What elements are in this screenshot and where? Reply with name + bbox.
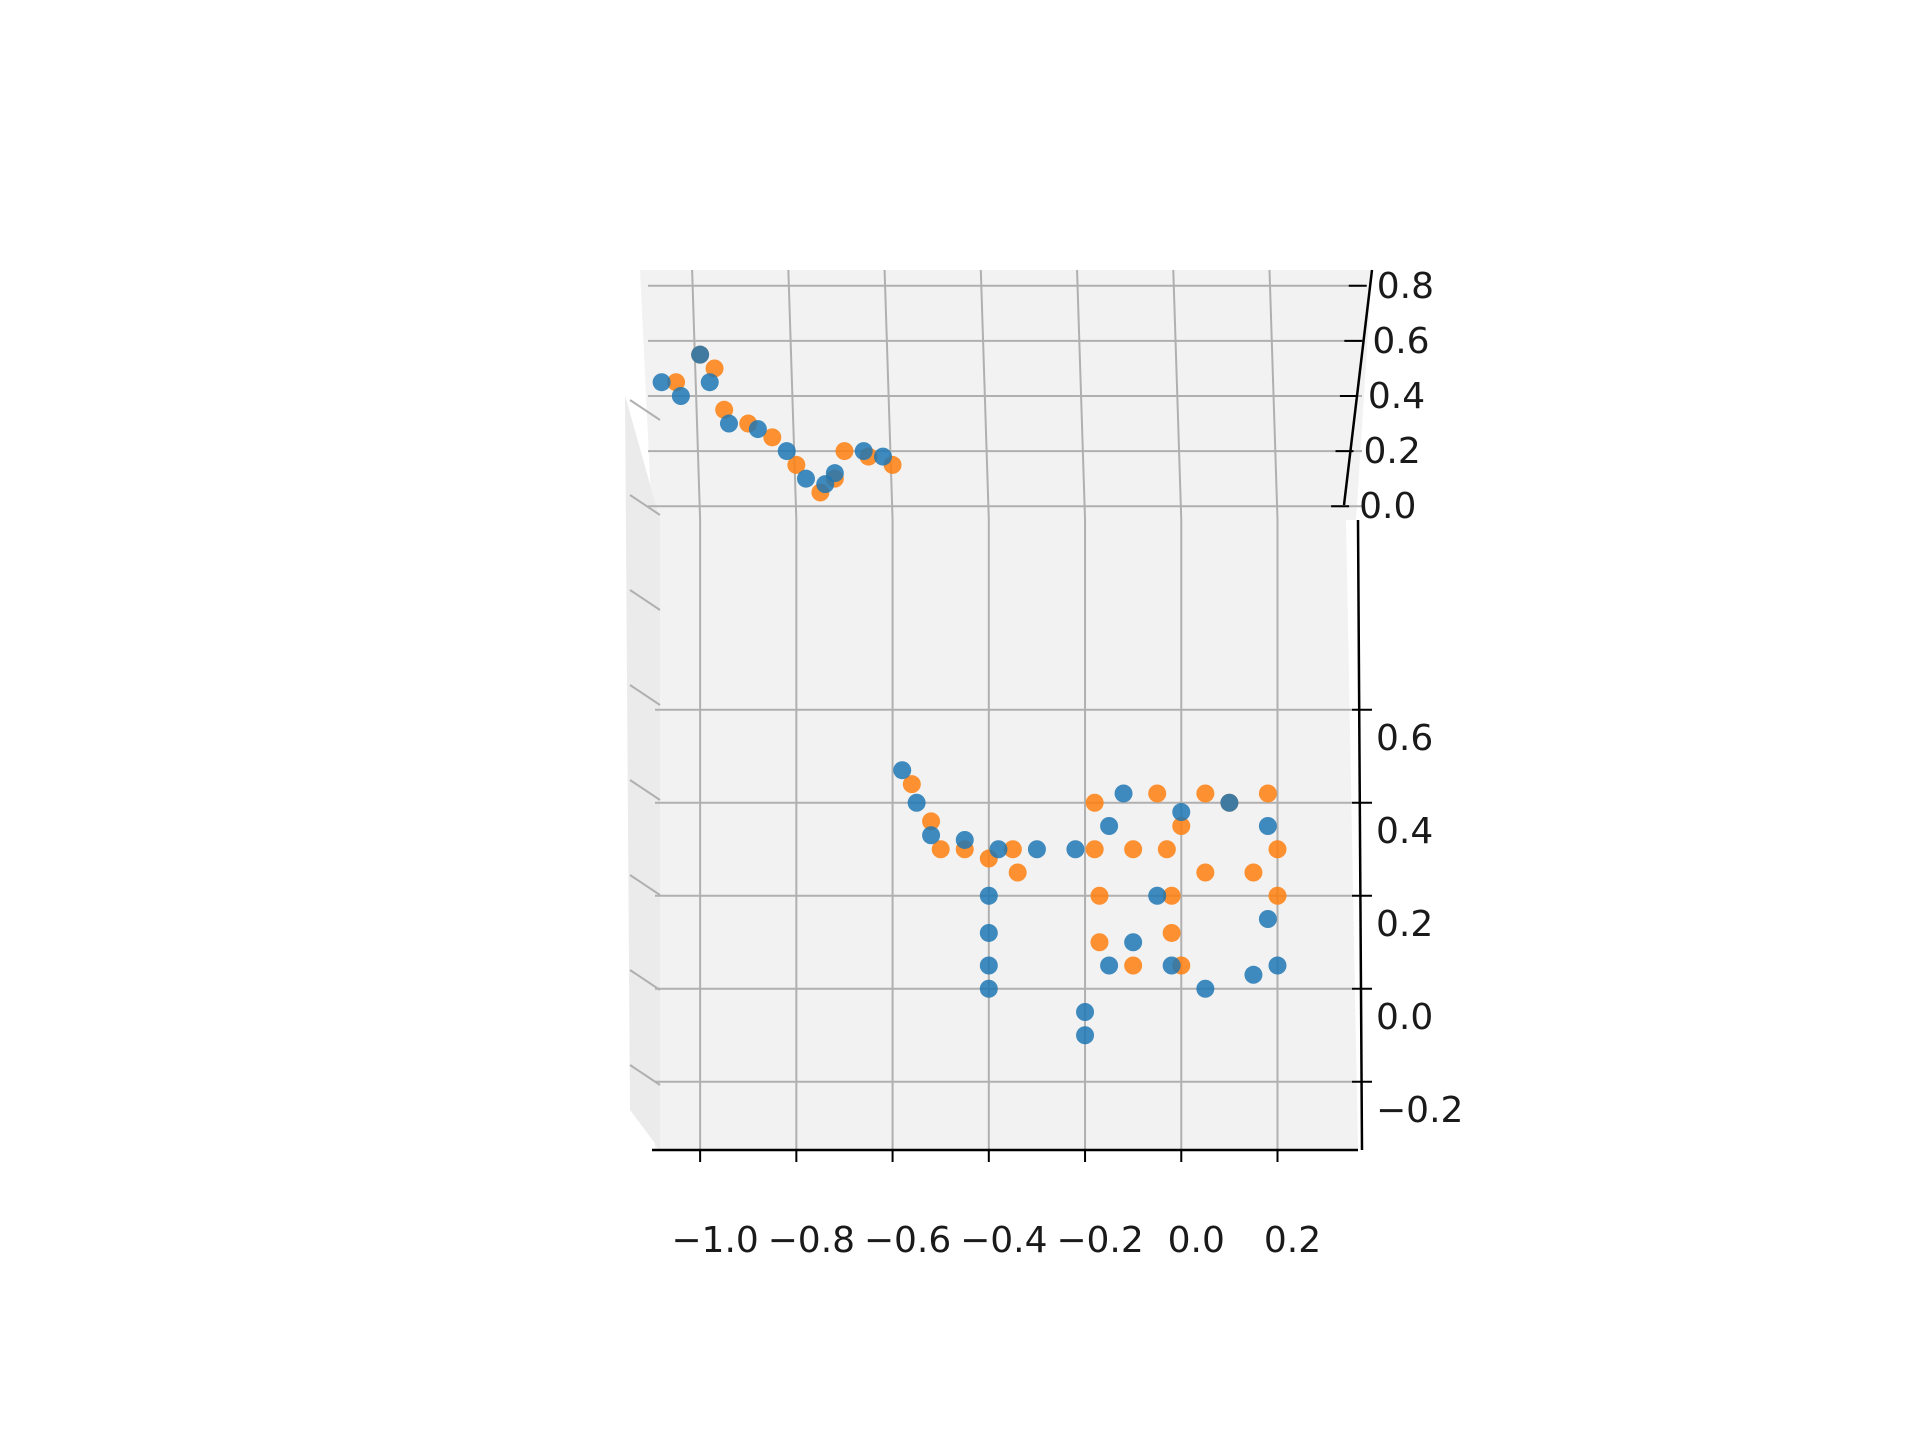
point-series-b bbox=[1076, 1003, 1095, 1021]
point-series-a bbox=[1162, 886, 1181, 905]
point-series-b bbox=[979, 979, 998, 998]
point-series-a bbox=[835, 442, 854, 461]
point-series-a bbox=[1008, 863, 1027, 882]
point-series-b bbox=[1268, 956, 1287, 975]
side-grid-line bbox=[629, 1064, 661, 1086]
y-tick-label: 0.6 bbox=[1372, 321, 1429, 362]
x-tick-label: −0.8 bbox=[768, 1220, 855, 1261]
side-grid-line bbox=[629, 874, 661, 896]
chart-axes bbox=[652, 269, 1374, 1162]
side-grid-line bbox=[629, 684, 661, 706]
x-tick-label: −0.6 bbox=[864, 1220, 951, 1261]
point-series-b bbox=[719, 414, 738, 433]
side-grid-line bbox=[629, 399, 661, 421]
point-series-b bbox=[873, 447, 892, 466]
point-series-a bbox=[931, 840, 950, 859]
point-series-a bbox=[1090, 933, 1109, 952]
point-series-a bbox=[1268, 886, 1287, 905]
side-grid-line bbox=[629, 969, 661, 991]
point-series-b bbox=[691, 345, 710, 364]
point-series-b bbox=[1162, 956, 1181, 975]
point-series-b bbox=[854, 442, 873, 461]
point-series-b bbox=[748, 420, 767, 439]
point-series-a bbox=[1258, 784, 1277, 803]
point-series-a bbox=[1162, 923, 1181, 942]
point-series-a bbox=[1157, 840, 1176, 859]
point-series-b bbox=[1100, 817, 1119, 835]
x-tick-label: −0.2 bbox=[1056, 1220, 1143, 1261]
chart-grid bbox=[629, 269, 1362, 1150]
point-series-b bbox=[1114, 784, 1133, 803]
point-series-a bbox=[1196, 863, 1215, 882]
point-series-b bbox=[989, 840, 1008, 859]
point-series-b bbox=[700, 373, 719, 392]
point-series-b bbox=[1124, 933, 1143, 952]
side-grid-line bbox=[629, 589, 661, 611]
point-series-b bbox=[1076, 1026, 1095, 1045]
side-grid-line bbox=[629, 494, 661, 516]
point-series-b bbox=[777, 442, 796, 461]
z-tick-label: 0.4 bbox=[1376, 811, 1433, 852]
point-series-b bbox=[1244, 965, 1263, 984]
point-series-b bbox=[955, 830, 974, 849]
point-series-b bbox=[907, 793, 926, 812]
point-series-b bbox=[796, 469, 815, 488]
point-series-a bbox=[1124, 956, 1143, 975]
x-tick-label: −0.4 bbox=[960, 1220, 1047, 1261]
z-tick-label: 0.2 bbox=[1376, 904, 1433, 945]
point-series-a bbox=[922, 812, 941, 831]
point-series-a bbox=[667, 373, 686, 392]
point-series-a bbox=[1085, 840, 1104, 859]
point-series-a bbox=[1085, 793, 1104, 812]
z-axis-line bbox=[1356, 519, 1364, 1151]
point-series-b bbox=[979, 956, 998, 975]
point-series-b bbox=[1258, 910, 1277, 928]
point-series-a bbox=[705, 359, 724, 378]
point-series-b bbox=[922, 826, 941, 845]
chart-tick-labels: −1.0 −0.8 −0.6 −0.4 −0.2 0.0 0.2−0.20.00.20.40… bbox=[671, 266, 1463, 1261]
point-series-b bbox=[1066, 840, 1085, 859]
z-tick-label: 0.0 bbox=[1376, 997, 1433, 1038]
point-series-a bbox=[1124, 840, 1143, 859]
point-series-a bbox=[1090, 886, 1109, 905]
point-series-a bbox=[1268, 840, 1287, 859]
x-tick-label: 0.0 bbox=[1168, 1220, 1225, 1261]
point-series-b bbox=[1148, 886, 1167, 905]
y-tick-label: 0.8 bbox=[1377, 266, 1434, 307]
point-series-b bbox=[1027, 840, 1046, 859]
point-series-b bbox=[893, 761, 912, 780]
point-series-b bbox=[1258, 817, 1277, 835]
y-axis-line bbox=[1342, 269, 1374, 506]
x-tick-label: −1.0 bbox=[671, 1220, 758, 1261]
point-series-b bbox=[1220, 793, 1239, 812]
point-series-a bbox=[1172, 817, 1191, 835]
y-tick-label: 0.2 bbox=[1364, 431, 1421, 472]
side-grid-line bbox=[629, 779, 661, 801]
chart-points bbox=[652, 345, 1287, 1045]
y-tick-label: 0.4 bbox=[1368, 376, 1425, 417]
point-series-a bbox=[1148, 784, 1167, 803]
side-pane bbox=[625, 395, 660, 1150]
point-series-b bbox=[671, 387, 690, 405]
y-tick-label: 0.0 bbox=[1359, 486, 1416, 527]
point-series-a bbox=[902, 775, 921, 794]
point-series-b bbox=[1172, 803, 1191, 822]
point-series-a bbox=[763, 428, 782, 447]
point-series-a bbox=[1196, 784, 1215, 803]
z-tick-label: 0.6 bbox=[1376, 718, 1433, 759]
point-series-a bbox=[1244, 863, 1263, 882]
point-series-b bbox=[979, 923, 998, 942]
point-series-b bbox=[1100, 956, 1119, 975]
front-pane bbox=[655, 520, 1358, 1150]
point-series-b bbox=[979, 886, 998, 905]
x-tick-label: 0.2 bbox=[1264, 1220, 1321, 1261]
point-series-b bbox=[1196, 979, 1215, 998]
point-series-a bbox=[715, 400, 734, 419]
point-series-a bbox=[787, 455, 806, 474]
point-series-b bbox=[825, 464, 844, 483]
z-tick-label: −0.2 bbox=[1376, 1090, 1463, 1131]
point-series-a bbox=[1003, 840, 1022, 859]
point-series-b bbox=[652, 373, 671, 392]
